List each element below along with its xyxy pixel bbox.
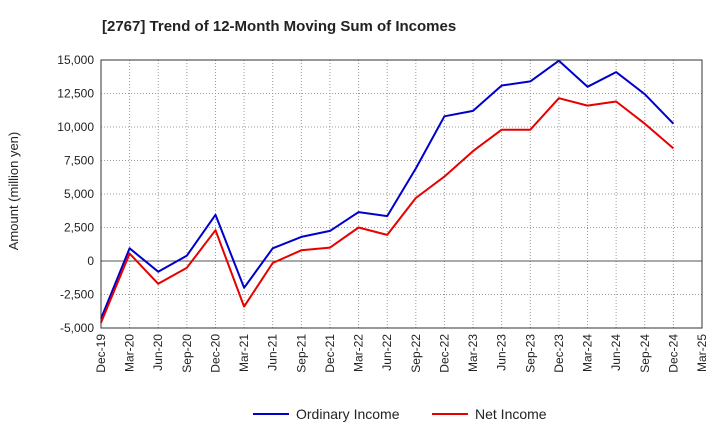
x-tick-label: Dec-20 [208,334,222,373]
x-tick-label: Sep-21 [294,334,308,373]
x-tick-label: Sep-24 [638,334,652,373]
x-tick-label: Mar-25 [695,334,709,372]
x-tick-label: Mar-24 [581,334,595,372]
legend-label: Net Income [475,406,547,422]
y-tick-label: 0 [87,254,94,268]
x-tick-label: Jun-21 [266,334,280,371]
x-tick-label: Sep-22 [409,334,423,373]
series-lines [100,59,675,323]
y-tick-label: 5,000 [64,187,94,201]
y-tick-label: 15,000 [57,53,94,67]
y-tick-label: 7,500 [64,154,94,168]
series-line-net-income [100,97,675,323]
x-tick-label: Dec-23 [552,334,566,373]
x-tick-label: Jun-24 [609,334,623,371]
chart-title: [2767] Trend of 12-Month Moving Sum of I… [102,18,456,35]
y-tick-label: -5,000 [60,321,94,335]
y-tick-label: 2,500 [64,221,94,235]
x-tick-labels: Dec-19 Mar-20 Jun-20 Sep-20 Dec-20 Mar-21 Jun-… [94,334,709,373]
x-tick-label: Jun-23 [495,334,509,371]
y-tick-label: 12,500 [57,87,94,101]
x-tick-label: Dec-21 [323,334,337,373]
x-tick-label: Mar-23 [466,334,480,372]
x-tick-label: Jun-22 [380,334,394,371]
x-tick-label: Mar-21 [237,334,251,372]
x-tick-label: Sep-23 [523,334,537,373]
plot-frame [100,59,703,329]
legend: Ordinary Income Net Income [253,406,547,422]
x-tick-label: Dec-24 [666,334,680,373]
y-tick-label: 10,000 [57,120,94,134]
y-axis-label: Amount (million yen) [6,132,21,251]
x-tick-label: Dec-22 [437,334,451,373]
x-tick-label: Dec-19 [94,334,108,373]
x-tick-label: Sep-20 [180,334,194,373]
x-tick-label: Mar-22 [352,334,366,372]
series-line-ordinary-income [100,59,675,319]
y-tick-labels: 15,000 12,500 10,000 7,500 5,000 2,500 0 -2,500… [57,53,94,335]
y-tick-label: -2,500 [60,288,94,302]
legend-label: Ordinary Income [296,406,400,422]
x-tick-label: Jun-20 [151,334,165,371]
x-tick-label: Mar-20 [123,334,137,372]
